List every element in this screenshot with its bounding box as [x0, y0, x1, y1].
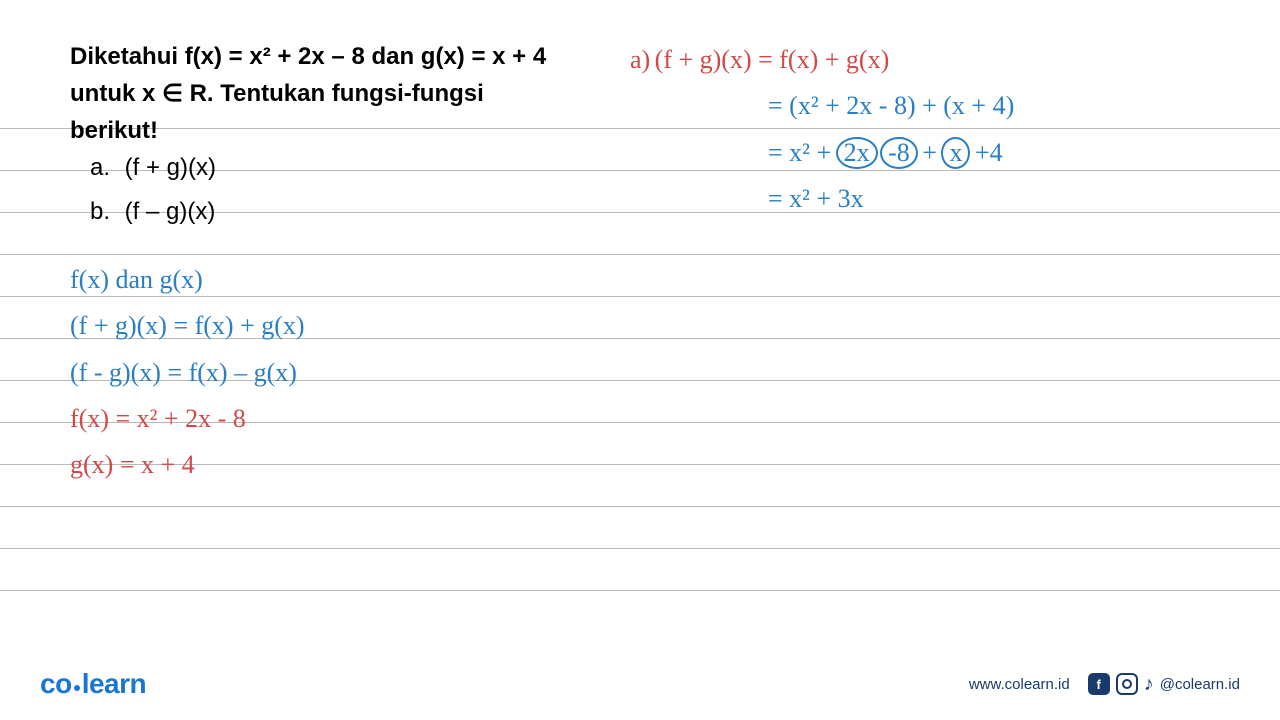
problem-item-a: a. (f + g)(x)	[90, 154, 610, 182]
problem-line-2: untuk x ∈ R. Tentukan fungsi-fungsi	[70, 77, 610, 112]
logo-co: co	[40, 668, 72, 699]
r3-c4: +4	[975, 138, 1003, 167]
footer: colearn www.colearn.id f ♪ @colearn.id	[0, 668, 1280, 700]
problem-column: Diketahui f(x) = x² + 2x – 8 dan g(x) = …	[70, 40, 610, 242]
work-line-3: (f - g)(x) = f(x) – g(x)	[70, 353, 305, 393]
solution-r1: (f + g)(x) = f(x) + g(x)	[655, 45, 890, 74]
r3-pre: = x² +	[768, 138, 831, 167]
circled-x: x	[941, 137, 970, 170]
work-line-1: f(x) dan g(x)	[70, 260, 305, 300]
circled-minus8: -8	[880, 137, 918, 170]
colearn-logo: colearn	[40, 668, 146, 700]
circled-2x: 2x	[836, 137, 878, 170]
logo-learn: learn	[82, 668, 146, 699]
work-line-2: (f + g)(x) = f(x) + g(x)	[70, 306, 305, 346]
solution-line-2: = (x² + 2x - 8) + (x + 4)	[630, 86, 1190, 126]
logo-dot-icon	[74, 685, 80, 691]
solution-column: a) (f + g)(x) = f(x) + g(x) = (x² + 2x -…	[630, 40, 1190, 225]
solution-line-3: = x² + 2x -8 + x +4	[630, 133, 1190, 173]
work-line-4: f(x) = x² + 2x - 8	[70, 399, 305, 439]
item-a-text: (f + g)(x)	[125, 154, 216, 181]
item-b-text: (f – g)(x)	[125, 198, 216, 225]
facebook-icon: f	[1088, 673, 1110, 695]
work-area: f(x) dan g(x) (f + g)(x) = f(x) + g(x) (…	[70, 260, 305, 491]
problem-line-1: Diketahui f(x) = x² + 2x – 8 dan g(x) = …	[70, 40, 610, 75]
solution-line-1: a) (f + g)(x) = f(x) + g(x)	[630, 40, 1190, 80]
work-line-5: g(x) = x + 4	[70, 445, 305, 485]
problem-line-3: berikut!	[70, 114, 610, 149]
item-a-label: a.	[90, 154, 118, 182]
footer-url: www.colearn.id	[969, 676, 1070, 693]
footer-right: www.colearn.id f ♪ @colearn.id	[969, 673, 1240, 696]
solution-line-4: = x² + 3x	[630, 179, 1190, 219]
solution-a-label: a)	[630, 45, 650, 74]
instagram-icon	[1116, 673, 1138, 695]
social-icons: f ♪ @colearn.id	[1088, 673, 1240, 696]
tiktok-icon: ♪	[1144, 673, 1154, 696]
r3-mid: +	[922, 138, 937, 167]
footer-handle: @colearn.id	[1160, 676, 1240, 693]
item-b-label: b.	[90, 198, 118, 226]
problem-item-b: b. (f – g)(x)	[90, 198, 610, 226]
